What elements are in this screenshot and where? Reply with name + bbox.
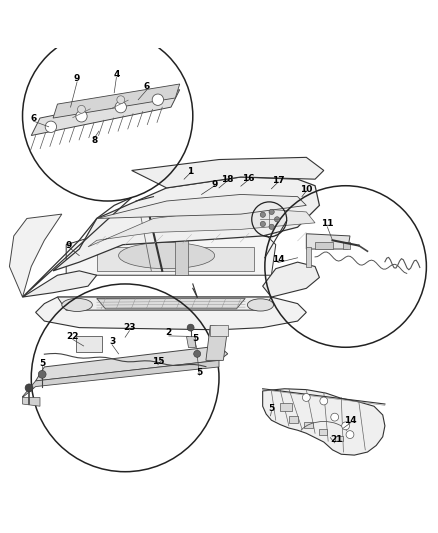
- Circle shape: [269, 209, 274, 214]
- Text: 6: 6: [144, 82, 150, 91]
- Polygon shape: [31, 90, 180, 135]
- Text: 5: 5: [192, 334, 198, 343]
- Ellipse shape: [247, 299, 274, 311]
- Polygon shape: [97, 247, 254, 271]
- Circle shape: [194, 350, 201, 357]
- Text: 5: 5: [196, 368, 202, 377]
- Polygon shape: [97, 298, 245, 309]
- Polygon shape: [206, 326, 228, 360]
- Bar: [289, 416, 298, 423]
- Text: 14: 14: [272, 255, 284, 264]
- Text: 9: 9: [212, 180, 218, 189]
- Circle shape: [260, 221, 265, 227]
- Text: 16: 16: [243, 174, 255, 183]
- Circle shape: [78, 106, 85, 113]
- Circle shape: [45, 121, 57, 133]
- Text: 15: 15: [152, 357, 164, 366]
- Polygon shape: [53, 84, 180, 118]
- Polygon shape: [263, 389, 385, 455]
- Polygon shape: [35, 346, 228, 381]
- Text: 1: 1: [187, 167, 194, 176]
- Polygon shape: [132, 157, 324, 188]
- Text: 9: 9: [65, 241, 71, 250]
- Circle shape: [269, 224, 274, 229]
- Ellipse shape: [62, 298, 92, 311]
- Text: 18: 18: [222, 175, 234, 184]
- Polygon shape: [315, 243, 332, 249]
- Polygon shape: [186, 336, 195, 348]
- Polygon shape: [10, 214, 62, 297]
- Polygon shape: [22, 271, 97, 297]
- Circle shape: [38, 370, 46, 378]
- Bar: [280, 403, 292, 411]
- Bar: [335, 436, 343, 441]
- Text: 17: 17: [272, 176, 284, 185]
- Text: 23: 23: [123, 323, 136, 332]
- Polygon shape: [66, 227, 276, 275]
- Polygon shape: [88, 207, 315, 247]
- Circle shape: [76, 111, 87, 122]
- Text: 8: 8: [92, 136, 98, 146]
- Text: 5: 5: [39, 359, 45, 368]
- Text: 4: 4: [113, 70, 120, 79]
- Circle shape: [187, 324, 194, 331]
- Polygon shape: [263, 262, 319, 297]
- Polygon shape: [97, 195, 306, 219]
- Circle shape: [302, 393, 310, 401]
- FancyBboxPatch shape: [76, 336, 102, 352]
- Text: 11: 11: [321, 219, 333, 228]
- Text: 22: 22: [67, 332, 79, 341]
- Circle shape: [342, 422, 350, 430]
- Polygon shape: [57, 297, 272, 310]
- Bar: [319, 430, 327, 434]
- Text: 14: 14: [344, 416, 356, 425]
- Circle shape: [260, 212, 265, 217]
- Polygon shape: [210, 326, 228, 336]
- Polygon shape: [22, 360, 219, 398]
- Bar: [304, 422, 313, 428]
- Circle shape: [152, 94, 163, 106]
- Polygon shape: [306, 234, 350, 249]
- Text: 9: 9: [74, 74, 80, 83]
- Polygon shape: [343, 243, 350, 249]
- Text: 2: 2: [166, 328, 172, 337]
- Circle shape: [346, 431, 354, 439]
- Text: 5: 5: [268, 404, 275, 413]
- Circle shape: [117, 96, 125, 103]
- Text: 10: 10: [300, 185, 312, 194]
- Circle shape: [275, 217, 280, 222]
- Circle shape: [25, 384, 33, 392]
- Circle shape: [320, 397, 328, 405]
- Polygon shape: [53, 177, 319, 271]
- Polygon shape: [35, 297, 306, 330]
- Text: 6: 6: [30, 114, 36, 123]
- Text: 3: 3: [109, 337, 115, 346]
- Circle shape: [331, 413, 339, 421]
- Ellipse shape: [119, 243, 215, 269]
- Polygon shape: [306, 247, 311, 266]
- Text: 21: 21: [331, 435, 343, 445]
- Polygon shape: [22, 398, 40, 406]
- Polygon shape: [175, 236, 188, 275]
- Circle shape: [115, 101, 127, 113]
